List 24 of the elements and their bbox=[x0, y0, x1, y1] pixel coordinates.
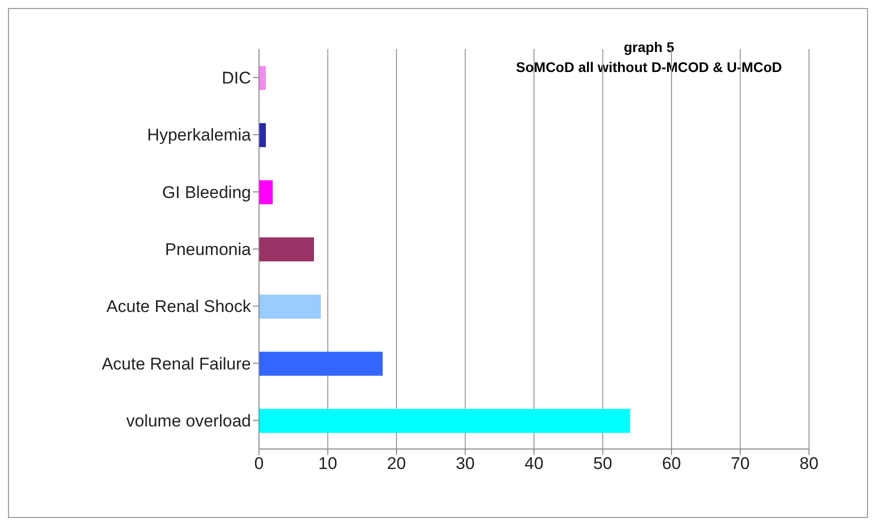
x-tick-label: 80 bbox=[800, 454, 818, 474]
x-tick-label: 70 bbox=[730, 454, 750, 474]
x-tick-label: 10 bbox=[318, 454, 338, 474]
x-tick-label: 0 bbox=[254, 454, 264, 474]
bar bbox=[259, 237, 314, 262]
bar bbox=[259, 66, 266, 90]
y-tick-label: volume overload bbox=[126, 411, 251, 430]
x-tick-label: 40 bbox=[524, 454, 544, 474]
y-tick-label: Acute Renal Failure bbox=[102, 354, 251, 374]
x-tick-label: 50 bbox=[593, 454, 612, 474]
y-tick-label: DIC bbox=[222, 68, 251, 88]
x-tick-label: 20 bbox=[387, 454, 406, 474]
text: SoMCoD all without D-MCOD & U-MCoD bbox=[515, 58, 783, 77]
x-tick-label: 30 bbox=[456, 454, 475, 474]
y-tick-label: GI Bleeding bbox=[162, 182, 251, 202]
bar bbox=[259, 408, 630, 433]
y-tick-label: Pneumonia bbox=[164, 240, 252, 260]
bar bbox=[259, 123, 266, 148]
x-tick-label: 60 bbox=[662, 454, 681, 474]
y-tick-label: Acute Renal Shock bbox=[106, 297, 252, 316]
bar bbox=[259, 352, 383, 376]
bar bbox=[259, 180, 273, 204]
y-tick-label: Hyperkalemia bbox=[147, 126, 252, 145]
bar bbox=[259, 294, 321, 319]
